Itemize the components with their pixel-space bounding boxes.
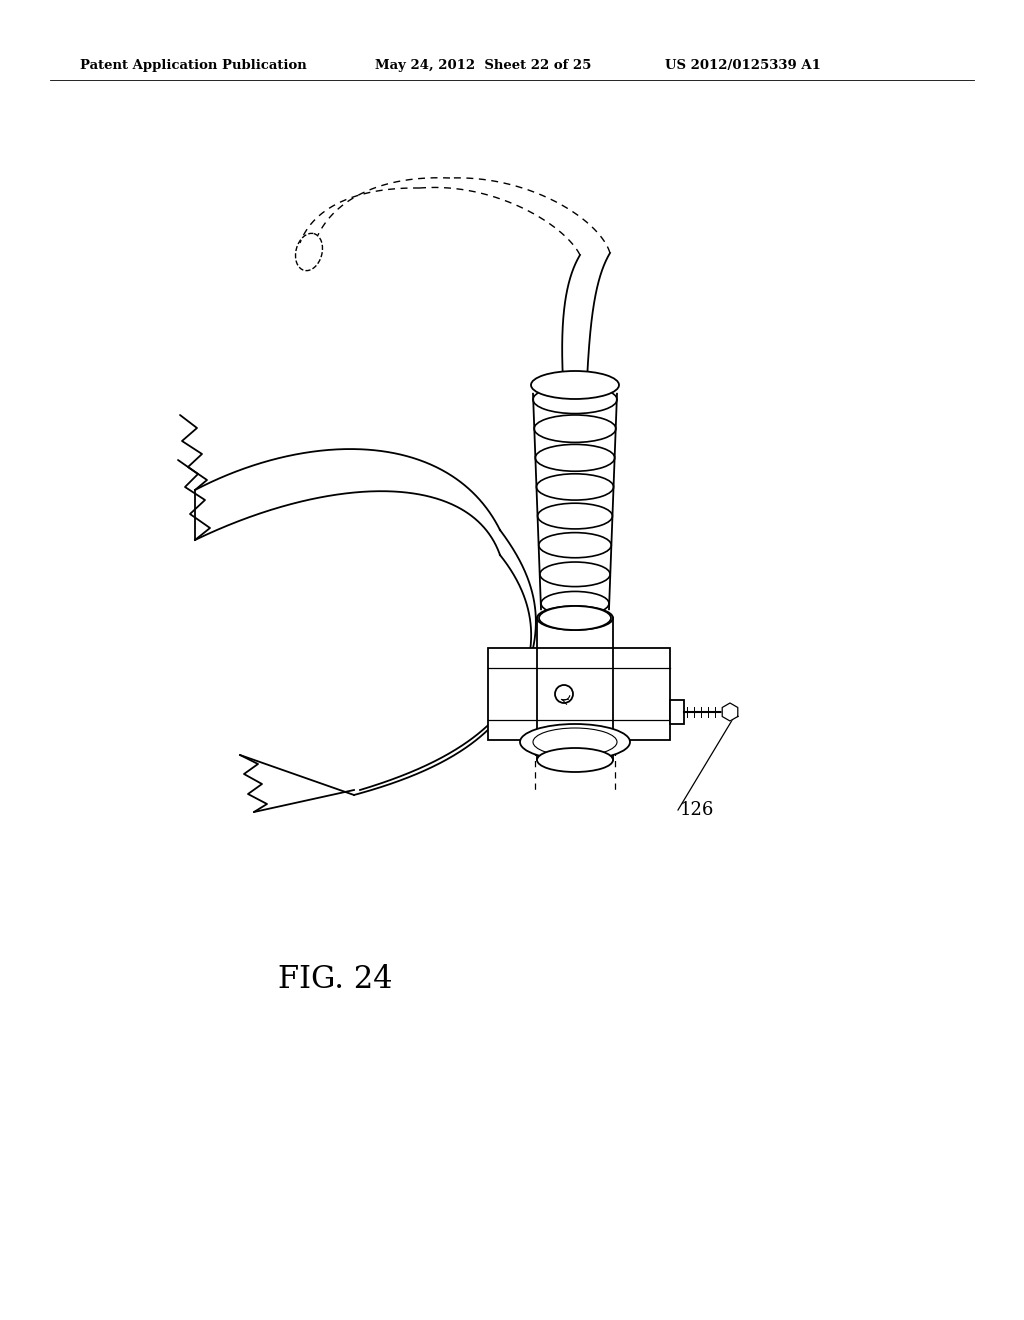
Ellipse shape xyxy=(539,606,611,630)
Text: Patent Application Publication: Patent Application Publication xyxy=(80,58,307,71)
Text: US 2012/0125339 A1: US 2012/0125339 A1 xyxy=(665,58,821,71)
Circle shape xyxy=(555,685,573,704)
Polygon shape xyxy=(722,704,738,721)
Ellipse shape xyxy=(537,606,613,630)
Text: 126: 126 xyxy=(680,801,715,818)
Text: May 24, 2012  Sheet 22 of 25: May 24, 2012 Sheet 22 of 25 xyxy=(375,58,592,71)
Ellipse shape xyxy=(534,729,617,756)
Polygon shape xyxy=(670,700,684,723)
Ellipse shape xyxy=(537,748,613,772)
Ellipse shape xyxy=(520,723,630,760)
Text: FIG. 24: FIG. 24 xyxy=(278,965,392,995)
Ellipse shape xyxy=(531,371,618,399)
Polygon shape xyxy=(488,648,670,741)
